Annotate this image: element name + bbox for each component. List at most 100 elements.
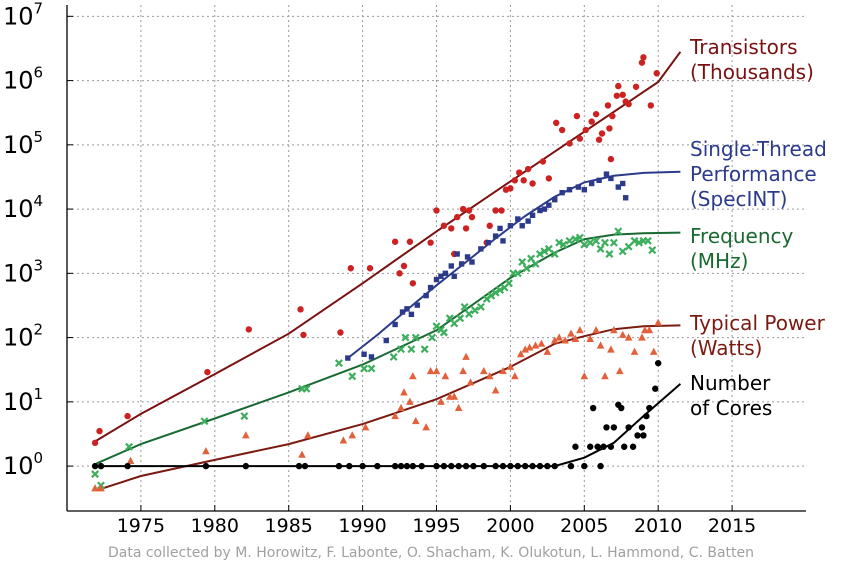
single-thread-performance-specint-point [615,184,621,190]
typical-power-watts-point [304,431,312,439]
frequency-mhz-point [302,384,311,393]
single-thread-performance-specint-point [497,225,503,232]
typical-power-watts-point [406,397,414,405]
number-of-cores-point [470,462,477,470]
single-thread-performance-specint-point [438,273,444,279]
single-thread-performance-specint-point [368,354,375,360]
transistors-thousands-point [553,119,560,127]
number-of-cores-point [301,462,309,470]
typical-power-watts-point [426,366,435,375]
frequency-mhz-point [559,240,568,249]
transistors-thousands-trend-line [96,51,682,442]
transistors-thousands-point [647,102,655,109]
frequency-mhz-point [522,264,531,273]
frequency-mhz-trend-line [96,231,681,465]
number-of-cores-point [433,462,440,470]
typical-power-watts-point [576,326,584,334]
frequency-mhz-point [643,236,652,245]
transistors-thousands-point [604,102,612,109]
transistors-thousands-point [558,126,566,134]
typical-power-watts-point [441,372,450,380]
number-of-cores-point [603,424,610,431]
transistors-thousands-point [632,83,640,90]
transistors-thousands-point [297,306,304,313]
typical-power-watts-point [466,378,475,386]
transistors-thousands-point [453,213,461,221]
number-of-cores-point [594,443,601,450]
frequency-mhz-point [397,345,406,354]
typical-power-watts-point [645,326,654,334]
typical-power-watts-point [499,366,507,375]
transistors-thousands-label: Transistors [689,35,798,59]
typical-power-watts-point [586,334,595,343]
number-of-cores-point [448,462,455,470]
number-of-cores-point [643,412,650,420]
number-of-cores-point [567,462,575,470]
frequency-mhz-point [125,442,134,451]
transistors-thousands-point [498,207,505,214]
frequency-mhz-point [648,246,657,255]
frequency-mhz-point [531,259,540,268]
single-thread-performance-specint-point [525,218,531,224]
transistors-thousands-point [406,238,414,245]
transistors-thousands-point [462,225,470,232]
single-thread-performance-specint-point [404,306,410,312]
single-thread-performance-specint-point [588,180,595,187]
frequency-mhz-point [240,412,249,421]
frequency-mhz-label: (MHz) [690,249,748,273]
transistors-thousands-label: (Thousands) [690,60,814,84]
typical-power-watts-label: Typical Power [689,311,826,335]
typical-power-watts-point [462,352,470,360]
transistors-thousands-point [613,92,621,99]
transistors-thousands-point [337,329,344,336]
frequency-mhz-point [460,302,469,311]
typical-power-watts-point [511,372,519,380]
transistors-thousands-point [595,136,603,143]
transistors-thousands-point [653,70,660,77]
number-of-cores-point [629,443,637,450]
y-tick-label: 102 [3,321,43,352]
transistors-thousands-point [245,326,252,333]
single-thread-performance-specint-point [515,216,521,222]
single-thread-performance-specint-label: Single-Thread [690,137,827,161]
grid-lines [67,5,806,511]
frequency-mhz-point [544,244,553,253]
typical-power-watts-point [543,347,552,355]
typical-power-watts-point [459,366,467,375]
transistors-thousands-point [582,126,589,134]
typical-power-watts-point [339,436,348,444]
typical-power-watts-point [437,397,445,405]
single-thread-performance-specint-point [427,284,434,291]
data-points [91,54,662,492]
typical-power-watts-point [567,329,575,337]
typical-power-watts-point [432,366,441,375]
number-of-cores-point [359,462,366,470]
single-thread-performance-specint-point [464,254,471,260]
series-labels: Transistors(Thousands) Single-ThreadPerfo… [689,35,827,420]
typical-power-watts-point [618,330,627,338]
frequency-mhz-point [491,288,500,297]
typical-power-watts-point [571,334,580,343]
single-thread-performance-specint-point [451,273,457,279]
number-of-cores-point [638,424,646,431]
transistors-thousands-point [492,207,499,214]
number-of-cores-point [391,462,399,470]
frequency-mhz-point [200,417,209,426]
number-of-cores-point [521,462,529,470]
frequency-mhz-point [334,359,343,368]
typical-power-watts-point [601,372,609,380]
number-of-cores-point [97,462,105,470]
transistors-thousands-point [124,412,131,420]
transistors-thousands-point [507,185,514,192]
y-tick-label: 101 [3,385,43,416]
single-thread-performance-specint-point [414,302,420,308]
single-thread-performance-specint-point [552,196,558,203]
transistors-thousands-point [625,100,632,108]
single-thread-performance-specint-point [575,184,582,190]
transistors-thousands-point [592,110,600,118]
typical-power-watts-point [412,416,420,425]
number-of-cores-point [529,462,536,470]
number-of-cores-point [403,462,411,470]
transistors-thousands-point [91,439,99,447]
x-tick-label: 2015 [708,515,756,537]
